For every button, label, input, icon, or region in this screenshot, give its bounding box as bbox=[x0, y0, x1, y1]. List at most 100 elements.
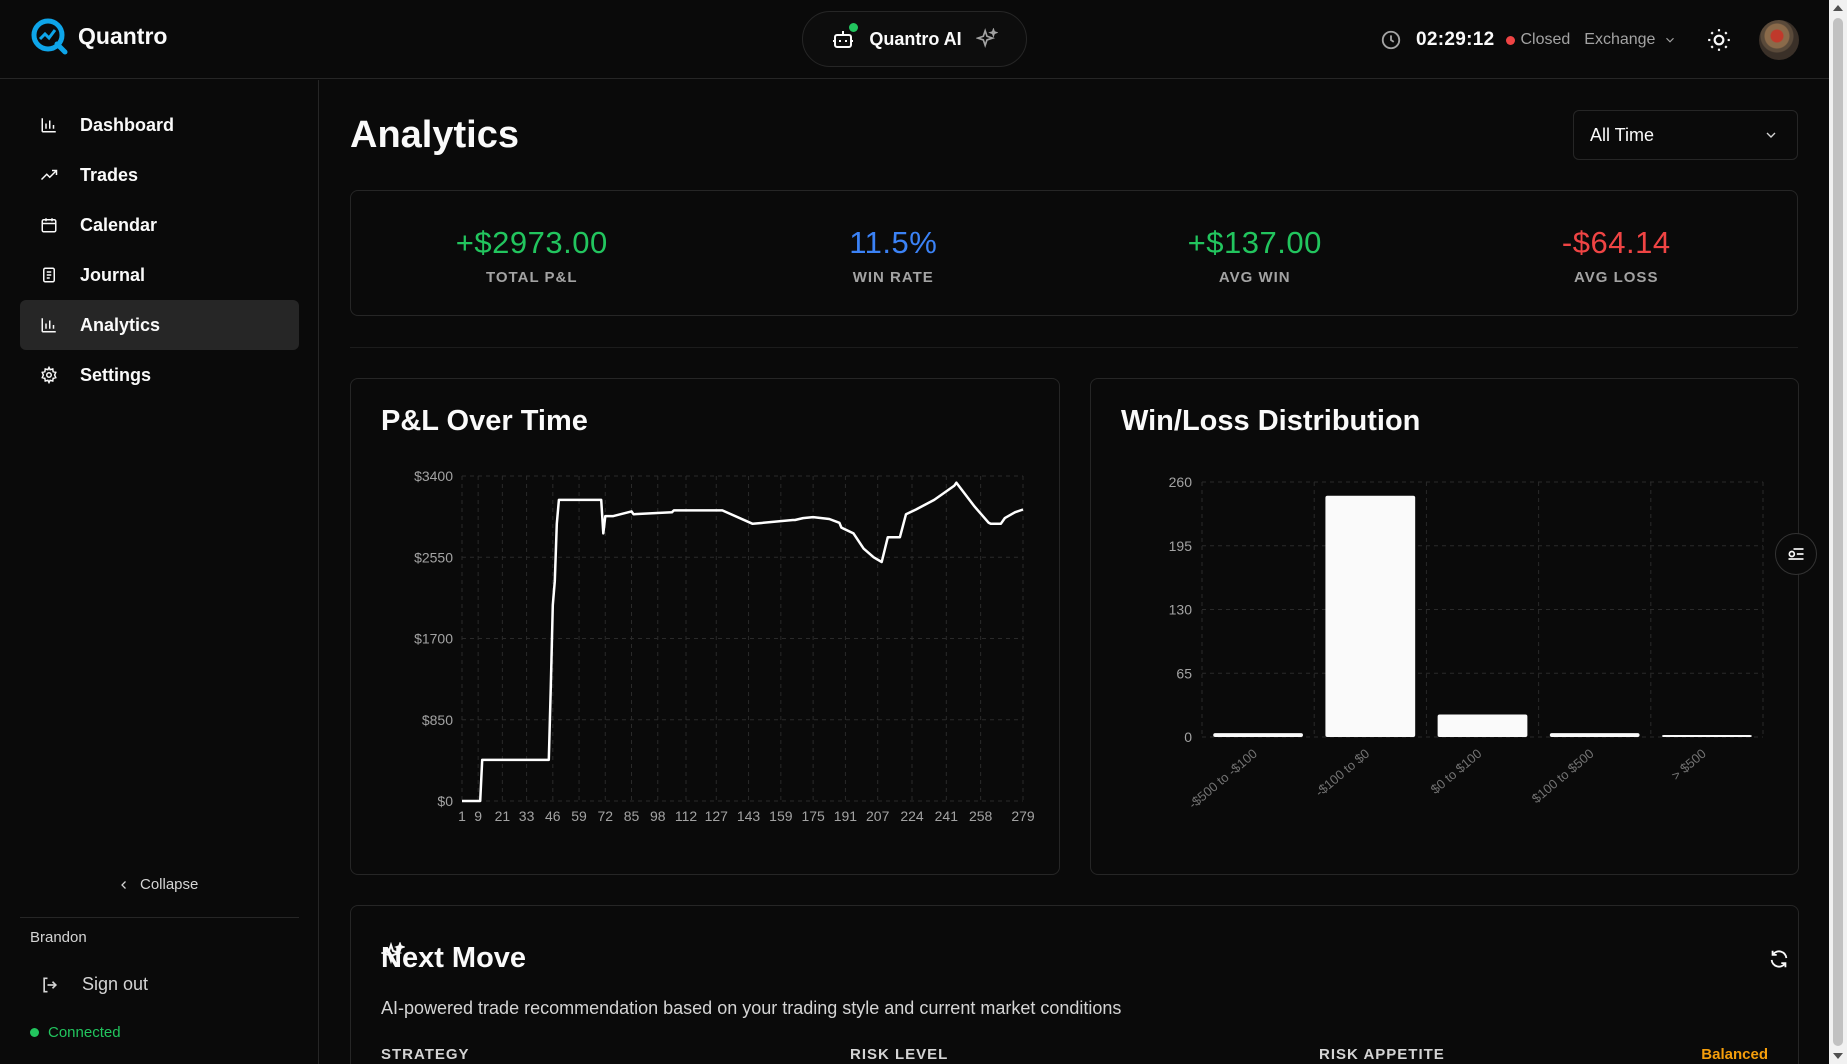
x-tick-label: $0 to $100 bbox=[1428, 746, 1485, 797]
x-tick-label: 112 bbox=[675, 808, 698, 824]
x-tick-label: $100 to $500 bbox=[1529, 746, 1597, 806]
sidebar-item-trades[interactable]: Trades bbox=[20, 150, 299, 200]
page-scrollbar[interactable] bbox=[1829, 0, 1847, 1064]
collapse-label: Collapse bbox=[140, 876, 199, 893]
market-status: Closed bbox=[1520, 31, 1571, 48]
chevron-left-icon bbox=[121, 880, 126, 889]
pnl-series-line bbox=[462, 481, 1024, 803]
section-divider bbox=[350, 347, 1798, 348]
pnl-line-chart: 1 9 21 33 46 59 72 85 98 112 127 143 159 175 191 207 224… bbox=[414, 468, 1035, 824]
stat-label: TOTAL P&L bbox=[486, 268, 578, 286]
sidebar-item-dashboard[interactable]: Dashboard bbox=[20, 100, 299, 150]
x-tick-label: -$100 to $0 bbox=[1312, 746, 1372, 800]
connection-dot bbox=[30, 1028, 39, 1037]
quantro-logo-icon bbox=[31, 18, 68, 55]
distribution-chart-title: Win/Loss Distribution bbox=[1121, 405, 1421, 437]
y-tick-label: $850 bbox=[422, 712, 453, 728]
collapse-button[interactable]: Collapse bbox=[118, 876, 198, 893]
bar-chart-icon bbox=[40, 116, 58, 134]
exchange-dropdown[interactable]: Exchange bbox=[1584, 31, 1677, 49]
clock-time: 02:29:12 bbox=[1416, 29, 1495, 50]
distribution-bar bbox=[1662, 735, 1752, 738]
x-tick-label: -$500 to -$100 bbox=[1186, 746, 1260, 812]
sidebar-item-settings[interactable]: Settings bbox=[20, 350, 299, 400]
online-indicator bbox=[849, 23, 859, 32]
y-tick-label: $1700 bbox=[414, 631, 453, 647]
sidebar-item-journal[interactable]: Journal bbox=[20, 250, 299, 300]
x-tick-label: 85 bbox=[624, 808, 640, 824]
x-tick-label: 241 bbox=[935, 808, 959, 824]
stat-value: +$137.00 bbox=[1187, 224, 1322, 260]
stat-value: +$2973.00 bbox=[455, 224, 608, 260]
stat-label: WIN RATE bbox=[852, 268, 934, 286]
distribution-bar bbox=[1325, 495, 1416, 737]
distribution-bar-chart: 0 65 130 195 260 -$500 to -$100 -$100 to $0 $0 … bbox=[1169, 474, 1764, 812]
stat-value: -$64.14 bbox=[1561, 224, 1671, 260]
x-tick-label: 224 bbox=[900, 808, 924, 824]
y-tick-label: 195 bbox=[1169, 538, 1193, 554]
distribution-chart-card: Win/Loss Distribution 0 65 130 195 260 -$500 … bbox=[1090, 378, 1799, 875]
y-tick-label: $0 bbox=[437, 793, 453, 809]
gear-icon bbox=[40, 366, 58, 384]
distribution-bar bbox=[1437, 714, 1528, 737]
risk-appetite-badge: Balanced bbox=[1701, 1046, 1768, 1063]
sidebar-nav: Dashboard Trades Calendar Journal Analyt… bbox=[20, 100, 299, 400]
stat-win-rate: 11.5% WIN RATE bbox=[713, 191, 1075, 315]
theme-toggle-button[interactable] bbox=[1706, 27, 1732, 53]
sidebar-item-calendar[interactable]: Calendar bbox=[20, 200, 299, 250]
x-tick-label: 258 bbox=[969, 808, 993, 824]
next-move-subtitle: AI-powered trade recommendation based on… bbox=[381, 998, 1122, 1018]
x-tick-label: 207 bbox=[866, 808, 890, 824]
sidebar-item-label: Trades bbox=[80, 164, 139, 185]
notebook-icon bbox=[40, 266, 58, 284]
y-tick-label: 130 bbox=[1169, 602, 1193, 618]
bar-chart-icon bbox=[40, 316, 58, 334]
y-tick-label: 260 bbox=[1169, 474, 1193, 490]
clock-icon bbox=[1381, 30, 1401, 50]
y-tick-label: 65 bbox=[1176, 665, 1192, 681]
quantro-ai-button[interactable]: Quantro AI bbox=[802, 11, 1027, 67]
scroll-down-arrow-icon[interactable] bbox=[1833, 1053, 1843, 1059]
sidebar-item-label: Calendar bbox=[80, 214, 158, 235]
filter-button[interactable] bbox=[1775, 533, 1817, 575]
sidebar-item-label: Journal bbox=[80, 264, 146, 285]
sign-out-button[interactable]: Sign out bbox=[40, 974, 148, 995]
distribution-bar bbox=[1213, 733, 1303, 737]
x-tick-label: 191 bbox=[834, 808, 858, 824]
stat-label: AVG LOSS bbox=[1574, 268, 1659, 286]
sidebar: Dashboard Trades Calendar Journal Analyt… bbox=[0, 80, 319, 1064]
x-tick-label: 127 bbox=[705, 808, 729, 824]
y-tick-label: 0 bbox=[1184, 729, 1192, 745]
refresh-icon bbox=[1770, 950, 1788, 968]
sidebar-item-analytics[interactable]: Analytics bbox=[20, 300, 299, 350]
x-tick-label: > $500 bbox=[1668, 746, 1708, 783]
pnl-chart-card: P&L Over Time 1 9 21 33 46 59 72 85 98 112 127 143 1… bbox=[350, 378, 1060, 875]
sidebar-item-label: Analytics bbox=[80, 314, 161, 335]
brand[interactable]: Quantro bbox=[30, 17, 167, 55]
sidebar-divider bbox=[20, 917, 299, 918]
filter-icon bbox=[1788, 548, 1804, 560]
y-tick-label: $2550 bbox=[414, 549, 453, 565]
distribution-bar bbox=[1549, 733, 1640, 737]
user-avatar[interactable] bbox=[1759, 20, 1799, 60]
x-tick-label: 143 bbox=[737, 808, 761, 824]
next-move-card: Next Move AI-powered trade recommendatio… bbox=[350, 905, 1799, 1064]
x-tick-label: 72 bbox=[597, 808, 613, 824]
x-tick-label: 159 bbox=[769, 808, 793, 824]
time-range-select[interactable]: All Time bbox=[1573, 110, 1798, 160]
risk-level-column-label: RISK LEVEL bbox=[850, 1046, 949, 1063]
scroll-thumb[interactable] bbox=[1833, 18, 1843, 1046]
stats-summary: +$2973.00 TOTAL P&L 11.5% WIN RATE +$137… bbox=[350, 190, 1798, 316]
x-tick-label: 279 bbox=[1011, 808, 1035, 824]
top-bar: Quantro Quantro AI 02:29:12 Closed bbox=[0, 0, 1829, 79]
sidebar-item-label: Dashboard bbox=[80, 114, 175, 135]
page-title: Analytics bbox=[350, 114, 519, 156]
chevron-down-icon bbox=[1766, 132, 1776, 138]
strategy-column-label: STRATEGY bbox=[381, 1046, 470, 1063]
stat-total-pnl: +$2973.00 TOTAL P&L bbox=[351, 191, 713, 315]
x-tick-label: 21 bbox=[495, 808, 511, 824]
trending-up-icon bbox=[40, 166, 58, 184]
stat-avg-win: +$137.00 AVG WIN bbox=[1074, 191, 1436, 315]
scroll-up-arrow-icon[interactable] bbox=[1833, 5, 1843, 11]
exchange-label: Exchange bbox=[1584, 31, 1656, 48]
